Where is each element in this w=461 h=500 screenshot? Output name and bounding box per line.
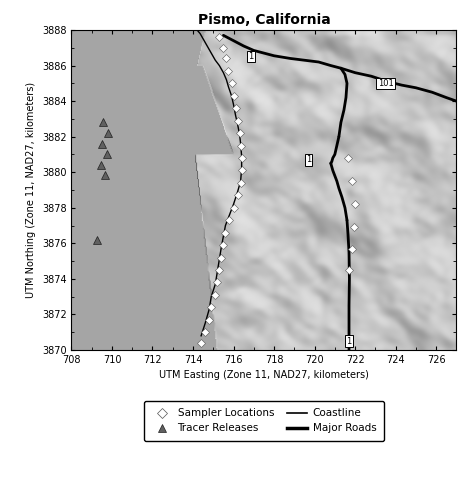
X-axis label: UTM Easting (Zone 11, NAD27, kilometers): UTM Easting (Zone 11, NAD27, kilometers) — [159, 370, 369, 380]
Title: Pismo, California: Pismo, California — [198, 14, 330, 28]
Text: 1: 1 — [248, 52, 254, 61]
Legend: Sampler Locations, Tracer Releases, Coastline, Major Roads: Sampler Locations, Tracer Releases, Coas… — [144, 401, 384, 441]
Y-axis label: UTM Northing (Zone 11, NAD27, kilometers): UTM Northing (Zone 11, NAD27, kilometers… — [26, 82, 36, 298]
Text: 1: 1 — [306, 156, 311, 164]
Text: 1: 1 — [346, 336, 352, 345]
Text: 101: 101 — [378, 79, 393, 88]
